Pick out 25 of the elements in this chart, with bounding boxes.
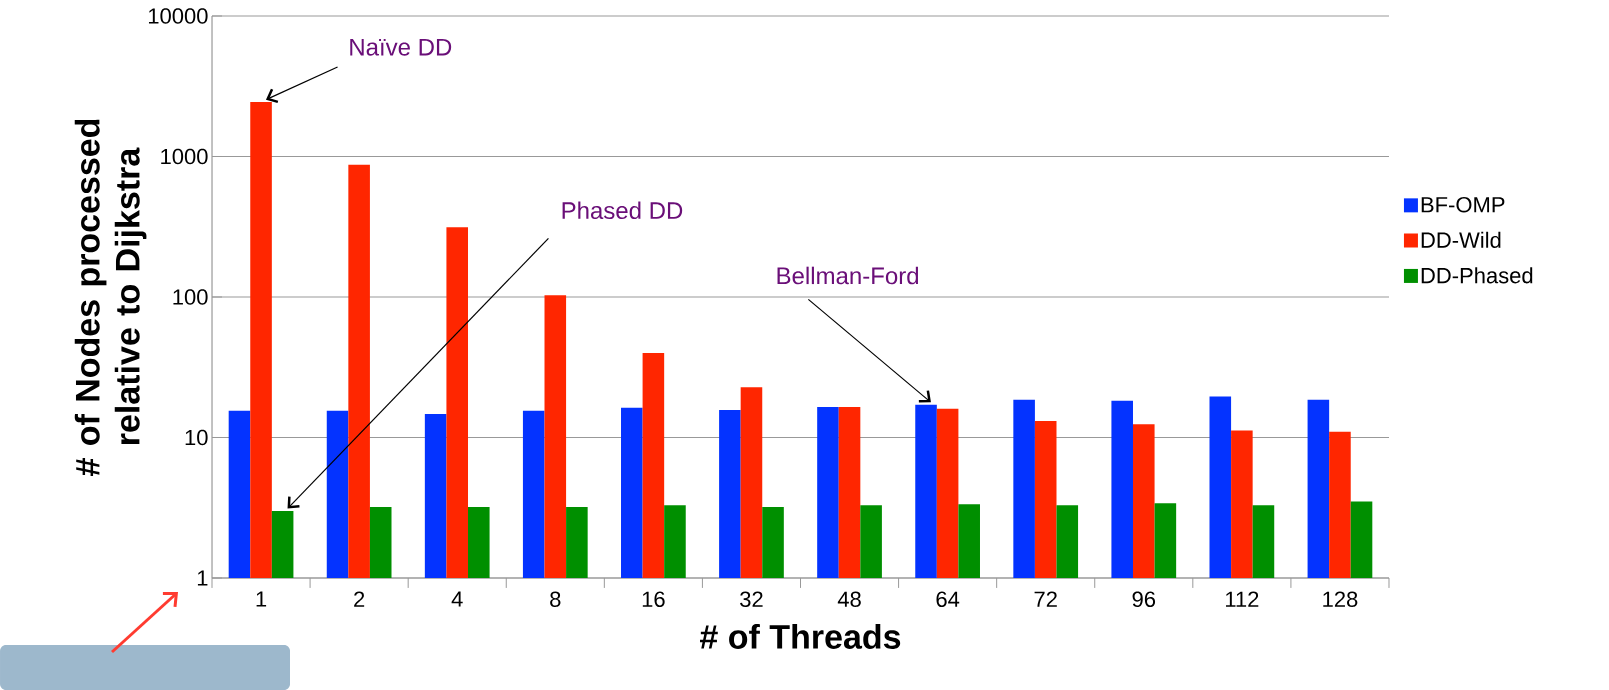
y-tick-label: 100	[173, 289, 208, 305]
y-tick-label: 1	[197, 570, 208, 586]
x-tick-label: 128	[1323, 591, 1358, 608]
y-tick-label: 10000	[148, 8, 208, 24]
x-tick-label: 48	[837, 591, 861, 608]
x-tick-label: 96	[1132, 591, 1156, 608]
x-tick-label: 16	[642, 591, 665, 608]
y-tick-label: 10	[185, 429, 208, 446]
legend-label: DD-Phased	[1421, 267, 1533, 284]
y-axis-title: # of Nodes processed relative to Dijkstra	[74, 119, 147, 476]
annotation: Phased DD	[562, 201, 683, 220]
annotation: Bellman-Ford	[777, 266, 919, 285]
x-tick-label: 72	[1034, 591, 1057, 607]
x-tick-label: 64	[936, 591, 960, 608]
annotation: Naïve DD	[350, 38, 452, 56]
legend-label: BF-OMP	[1421, 196, 1505, 213]
x-tick-label: 112	[1226, 591, 1259, 607]
x-tick-label: 32	[740, 591, 763, 608]
y-tick-label: 1000	[161, 148, 208, 165]
x-tick-label: 2	[354, 591, 365, 607]
x-axis-title: # of Threads	[700, 623, 901, 649]
x-tick-label: 4	[451, 591, 463, 607]
legend-label: DD-Wild	[1421, 231, 1501, 248]
x-tick-label: 8	[550, 591, 561, 608]
x-tick-label: 1	[256, 591, 267, 607]
